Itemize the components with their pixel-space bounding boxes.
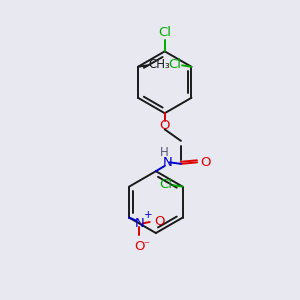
Text: H: H xyxy=(160,146,169,158)
Text: N: N xyxy=(134,217,144,230)
Text: CH₃: CH₃ xyxy=(148,58,170,71)
Text: ⁻: ⁻ xyxy=(143,240,150,253)
Text: Cl: Cl xyxy=(159,178,172,191)
Text: N: N xyxy=(163,156,172,169)
Text: O: O xyxy=(154,215,165,229)
Text: Cl: Cl xyxy=(168,58,181,71)
Text: O: O xyxy=(160,119,170,132)
Text: O: O xyxy=(201,156,211,169)
Text: Cl: Cl xyxy=(158,26,171,39)
Text: O: O xyxy=(134,240,145,253)
Text: +: + xyxy=(143,210,152,220)
